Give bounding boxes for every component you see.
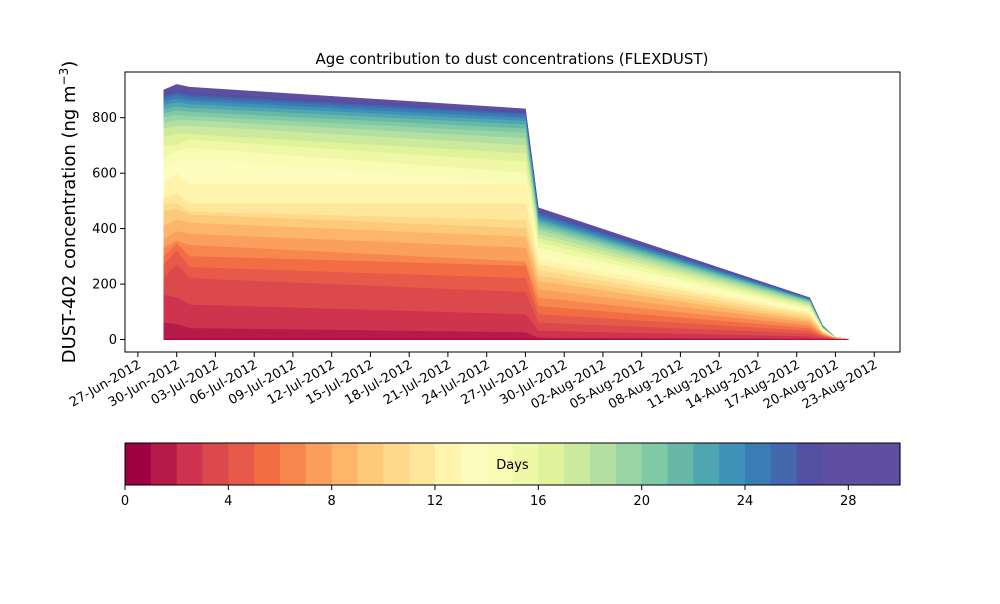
- y-tick-label: 400: [92, 222, 117, 237]
- area-layers: [163, 84, 849, 340]
- colorbar-swatch-day-9: [357, 443, 384, 485]
- colorbar-tick-label: 28: [840, 494, 857, 509]
- colorbar-swatch-day-3: [202, 443, 229, 485]
- x-axis: 27-Jun-201230-Jun-201203-Jul-201206-Jul-…: [67, 352, 880, 413]
- plot-frame: [124, 71, 901, 353]
- colorbar-swatch-day-22: [693, 443, 720, 485]
- colorbar-swatch-day-26: [796, 443, 824, 485]
- colorbar: 0 4 8 12 16 20 24 28 Days: [121, 442, 901, 509]
- colorbar-swatch-day-29: [874, 443, 901, 485]
- y-axis-label-exponent: −3: [57, 68, 71, 86]
- colorbar-tick-label: 12: [427, 494, 444, 509]
- colorbar-swatch-day-20: [641, 443, 669, 485]
- area-layer-age-0: [163, 338, 849, 340]
- colorbar-swatch-day-13: [460, 443, 488, 485]
- colorbar-tick-label: 16: [530, 494, 547, 509]
- y-tick-label: 600: [92, 167, 117, 182]
- colorbar-swatch-day-6: [280, 443, 307, 485]
- y-axis-label-close: ): [59, 61, 80, 68]
- colorbar-swatch-day-19: [615, 443, 643, 485]
- colorbar-tick-label: 0: [121, 494, 129, 509]
- y-axis-label-main: DUST-402 concentration (ng m: [59, 85, 80, 363]
- y-axis-label: DUST-402 concentration (ng m−3): [57, 61, 80, 364]
- colorbar-swatch-day-0: [125, 443, 152, 485]
- colorbar-label: Days: [496, 458, 529, 473]
- colorbar-swatch-day-2: [176, 443, 204, 485]
- colorbar-swatch-day-15: [512, 443, 539, 485]
- colorbar-swatch-day-16: [538, 443, 565, 485]
- colorbar-tick-label: 4: [224, 494, 232, 509]
- colorbar-swatch-day-12: [435, 443, 462, 485]
- colorbar-tick-label: 20: [633, 494, 650, 509]
- colorbar-swatch-day-10: [383, 443, 410, 485]
- colorbar-swatch-day-28: [848, 443, 875, 485]
- colorbar-swatch-day-7: [305, 443, 333, 485]
- colorbar-swatch-day-21: [667, 443, 694, 485]
- colorbar-swatch-day-11: [409, 443, 436, 485]
- colorbar-swatch-day-14: [486, 443, 514, 485]
- colorbar-swatch-day-17: [564, 443, 591, 485]
- colorbar-swatch-day-24: [745, 443, 772, 485]
- colorbar-frame: [124, 442, 901, 486]
- y-tick-label: 0: [109, 333, 117, 348]
- y-tick-label: 800: [92, 111, 117, 126]
- colorbar-tick-label: 24: [737, 494, 754, 509]
- y-tick-label: 200: [92, 278, 117, 293]
- colorbar-swatch-day-1: [150, 443, 178, 485]
- y-axis: 0 200 400 600 800: [92, 111, 125, 348]
- colorbar-swatch-day-23: [719, 443, 746, 485]
- colorbar-tick-label: 8: [328, 494, 336, 509]
- colorbar-swatch-day-27: [822, 443, 849, 485]
- colorbar-swatch-day-18: [590, 443, 617, 485]
- colorbar-swatch-day-5: [254, 443, 281, 485]
- colorbar-swatch-day-25: [770, 443, 798, 485]
- chart-title: Age contribution to dust concentrations …: [316, 50, 709, 68]
- colorbar-swatch-day-8: [331, 443, 359, 485]
- colorbar-swatch-day-4: [228, 443, 255, 485]
